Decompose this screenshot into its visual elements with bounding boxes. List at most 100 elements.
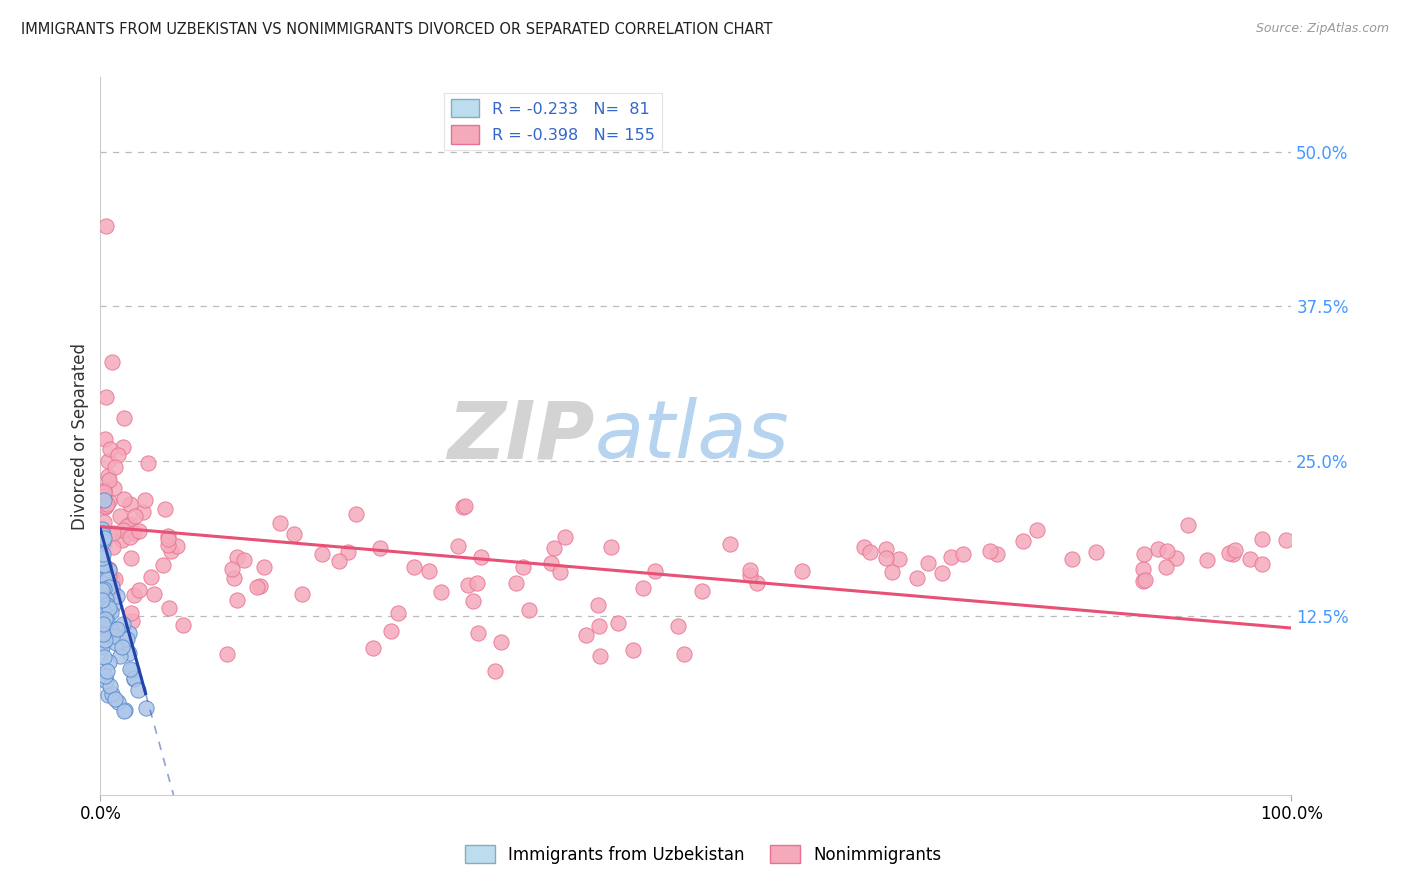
Point (1251, 532, 1274, 546)
Point (93, 627, 115, 641)
Point (1132, 562, 1154, 576)
Point (917, 556, 939, 570)
Point (363, 641, 385, 656)
Point (370, 541, 392, 555)
Point (1223, 543, 1246, 558)
Point (97, 493, 120, 508)
Point (101, 598, 124, 612)
Point (740, 568, 762, 582)
Point (465, 575, 488, 590)
Point (633, 581, 655, 595)
Point (114, 703, 136, 717)
Point (91, 583, 114, 598)
Point (91, 568, 114, 582)
Point (93, 627, 115, 641)
Point (1274, 533, 1296, 548)
Point (120, 497, 142, 511)
Point (136, 457, 159, 471)
Point (94, 500, 117, 515)
Point (111, 533, 134, 547)
Point (505, 576, 527, 591)
Point (1132, 574, 1154, 588)
Point (1177, 517, 1199, 532)
Point (283, 527, 305, 541)
Point (93, 492, 115, 507)
Point (97, 588, 120, 602)
Point (91, 585, 114, 599)
Point (1133, 547, 1156, 561)
Point (98, 655, 121, 669)
Point (1012, 533, 1035, 548)
Point (96, 566, 118, 580)
Point (94, 500, 117, 514)
Point (107, 695, 129, 709)
Point (93, 516, 115, 530)
Y-axis label: Divorced or Separated: Divorced or Separated (72, 343, 89, 530)
Point (600, 540, 623, 554)
Point (93, 570, 115, 584)
Point (404, 560, 426, 574)
Point (253, 559, 276, 574)
Point (93, 527, 115, 541)
Point (120, 517, 142, 532)
Point (91, 547, 114, 561)
Point (101, 585, 124, 599)
Point (380, 624, 402, 639)
Point (588, 618, 610, 632)
Point (112, 704, 135, 718)
Point (115, 632, 138, 646)
Point (941, 550, 963, 565)
Point (111, 523, 134, 537)
Point (104, 691, 127, 706)
Point (122, 672, 145, 686)
Point (105, 589, 128, 603)
Point (94, 634, 117, 648)
Point (172, 617, 194, 632)
Point (880, 565, 903, 579)
Point (454, 500, 477, 514)
Point (269, 516, 291, 530)
Point (291, 587, 314, 601)
Point (98, 679, 121, 693)
Point (120, 530, 142, 544)
Point (952, 547, 974, 561)
Point (1166, 551, 1188, 566)
Point (233, 553, 256, 567)
Point (418, 564, 440, 578)
Point (90, 522, 112, 536)
Point (90, 622, 112, 636)
Point (104, 460, 127, 475)
Point (887, 552, 910, 566)
Point (554, 530, 576, 544)
Point (96, 607, 118, 622)
Point (91, 570, 114, 584)
Point (98, 581, 121, 595)
Point (905, 571, 928, 585)
Point (90, 582, 112, 597)
Point (1062, 551, 1084, 566)
Point (97, 454, 120, 468)
Point (94, 669, 117, 683)
Point (93, 612, 115, 626)
Point (673, 647, 696, 661)
Text: ZIP: ZIP (447, 397, 595, 475)
Point (96, 614, 118, 628)
Point (91, 551, 114, 566)
Point (740, 563, 762, 577)
Point (91, 534, 114, 549)
Point (94, 432, 117, 446)
Point (112, 440, 135, 454)
Point (621, 642, 644, 657)
Point (606, 616, 628, 631)
Point (91, 639, 114, 653)
Point (139, 570, 162, 584)
Point (543, 541, 565, 555)
Point (447, 540, 470, 554)
Point (104, 623, 127, 637)
Point (93, 531, 115, 545)
Point (1133, 573, 1156, 587)
Point (1195, 553, 1218, 567)
Point (122, 525, 145, 540)
Point (93, 536, 115, 550)
Point (1218, 546, 1240, 560)
